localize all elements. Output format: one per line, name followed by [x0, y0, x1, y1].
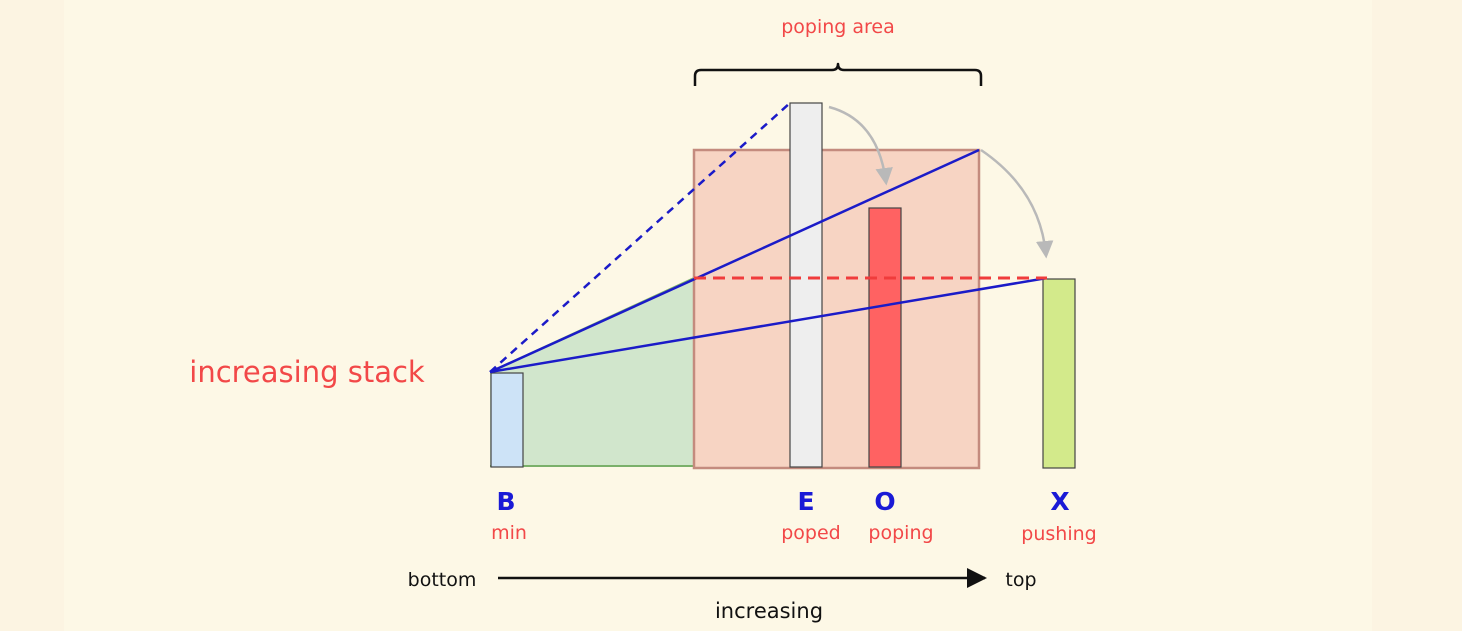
- bar-o-sublabel: poping: [868, 522, 933, 544]
- popping-area-label: poping area: [781, 16, 895, 38]
- axis-start-label: bottom: [408, 569, 477, 591]
- bar-b: [490, 372, 524, 468]
- gray-arrow-corner-to-x: [980, 148, 1054, 259]
- left-margin-band: [0, 0, 64, 631]
- dashed-blue-line-to-e: [489, 102, 791, 373]
- bar-b-sublabel: min: [491, 522, 527, 544]
- bar-o: [868, 207, 902, 468]
- gray-arrow-e-to-o: [828, 105, 893, 186]
- popping-area-brace: [693, 62, 983, 86]
- bar-o-letter: O: [874, 487, 895, 516]
- bar-x: [1042, 278, 1076, 469]
- bar-e-sublabel: poped: [781, 522, 841, 544]
- popping-area-box: [692, 148, 981, 470]
- right-margin-band: [1372, 0, 1462, 631]
- bar-x-sublabel: pushing: [1021, 523, 1096, 545]
- bar-e: [789, 102, 823, 468]
- bar-b-letter: B: [496, 487, 515, 516]
- bar-e-letter: E: [797, 487, 814, 516]
- green-area: [490, 278, 694, 466]
- blue-line-to-x: [489, 276, 1048, 374]
- blue-line-to-popping-corner: [489, 148, 980, 374]
- bar-x-letter: X: [1050, 487, 1069, 516]
- axis-end-label: top: [1005, 569, 1036, 591]
- axis-caption: increasing: [715, 599, 823, 623]
- increasing-stack-label: increasing stack: [189, 355, 425, 389]
